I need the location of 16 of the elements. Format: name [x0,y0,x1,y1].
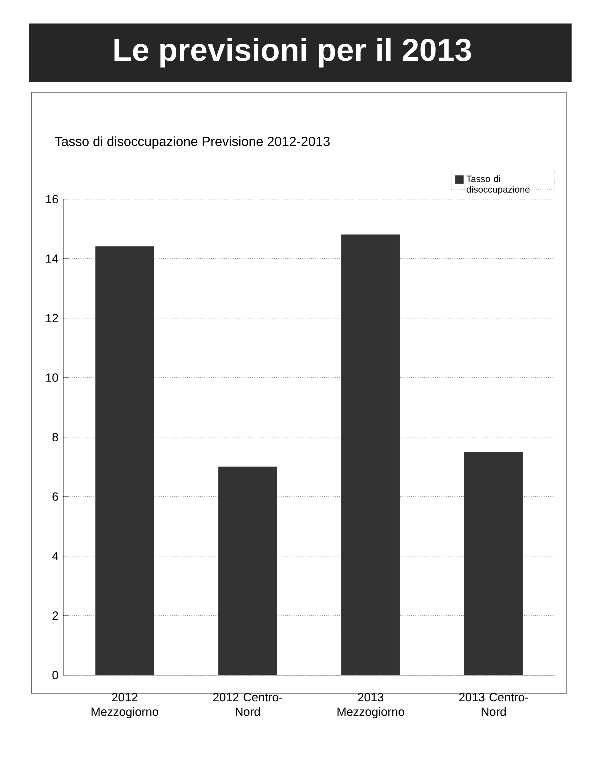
y-tick-label: 4 [52,552,58,560]
x-tick-label: 2012 Mezzogiorno [92,693,158,719]
x-tick-label: 2013 Mezzogiorno [338,693,404,719]
y-tick-label: 2 [52,612,58,620]
x-tick-label: 2013 Centro-Nord [459,693,528,716]
y-tick-label: 12 [46,314,58,322]
y-tick-label: 16 [46,195,58,204]
y-tick-label: 8 [52,433,58,442]
y-tick-label: 6 [52,492,58,502]
x-tick-label: 2012 Centro-Nord [213,693,282,716]
y-tick-label: 14 [46,254,58,263]
legend-label: Tasso di disoccupazione [466,176,530,195]
y-tick-label: 10 [46,374,58,382]
chart-title: Le previsioni per il 2013 [114,38,472,68]
y-tick-label: 0 [52,671,58,680]
chart-subtitle: Tasso di disoccupazione Previsione 2012-2013 [55,136,330,149]
